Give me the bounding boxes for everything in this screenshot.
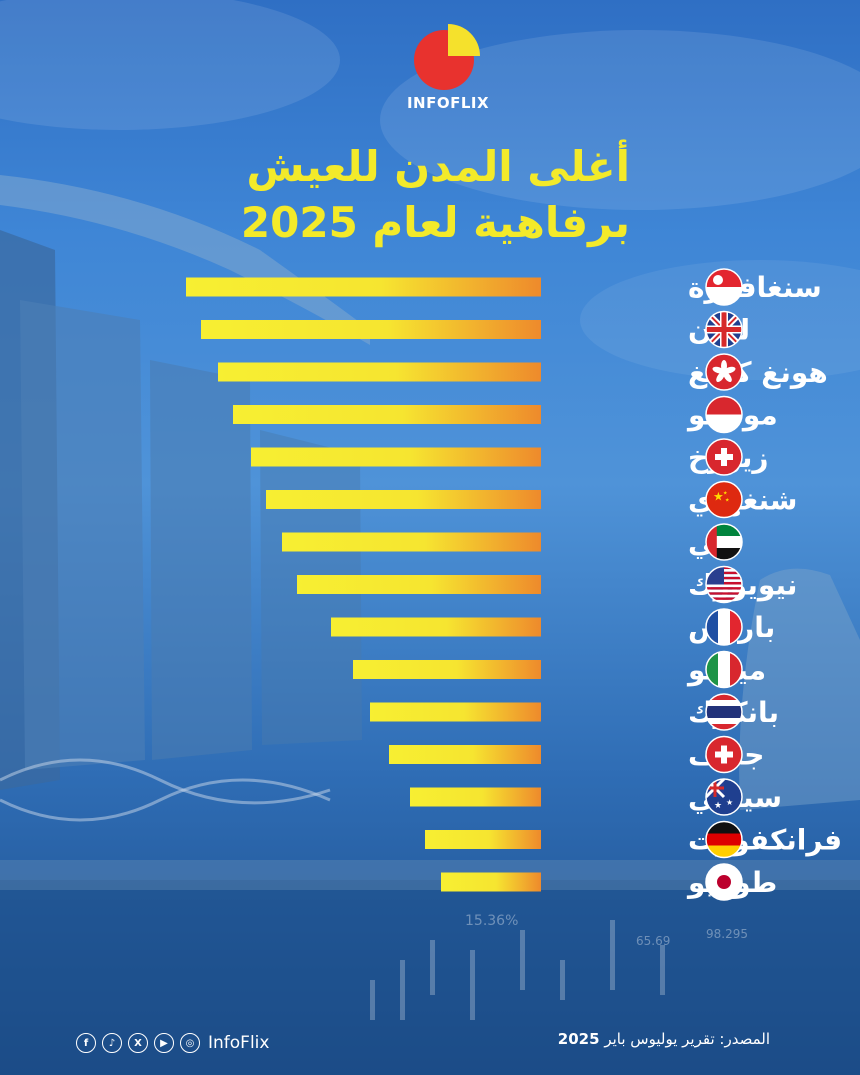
- bar: [410, 787, 541, 807]
- youtube-icon[interactable]: ▶: [154, 1033, 174, 1053]
- title-line-2: برفاهية لعام 2025: [240, 198, 630, 247]
- bar: [425, 830, 541, 849]
- social-links: f ♪ X ▶ ◎ InfoFlix: [76, 1030, 269, 1056]
- singapore-flag-icon: [705, 268, 743, 306]
- bar: [218, 362, 541, 382]
- bar: [297, 575, 541, 594]
- bar: [389, 745, 541, 764]
- hong-kong-flag-icon: [705, 353, 743, 391]
- svg-text:★: ★: [726, 798, 733, 807]
- background-label: 65.69: [636, 934, 670, 948]
- svg-text:★: ★: [723, 491, 728, 497]
- china-flag-icon: ★ ★★: [705, 480, 743, 519]
- bar: [266, 490, 541, 509]
- source-credit: المصدر: تقرير يوليوس باير 2025: [558, 1030, 770, 1056]
- title-line-1: أغلى المدن للعيش: [246, 142, 630, 191]
- bar: [251, 447, 541, 467]
- tiktok-icon[interactable]: ♪: [102, 1033, 122, 1053]
- facebook-icon[interactable]: f: [76, 1033, 96, 1053]
- instagram-icon[interactable]: ◎: [180, 1033, 200, 1053]
- bar: [201, 320, 541, 339]
- monaco-flag-icon: [705, 395, 743, 434]
- bar: [233, 405, 541, 424]
- svg-text:★: ★: [725, 498, 730, 504]
- japan-flag-icon: [705, 863, 743, 901]
- bar: [186, 277, 541, 297]
- italy-flag-icon: [705, 650, 743, 689]
- uae-flag-icon: [705, 523, 743, 561]
- bar: [370, 702, 541, 722]
- switzerland-flag-icon: [705, 735, 743, 774]
- svg-text:★: ★: [714, 801, 722, 811]
- background-label: 98.295: [706, 927, 748, 941]
- australia-flag-icon: ★★: [705, 778, 743, 816]
- x-icon[interactable]: X: [128, 1033, 148, 1053]
- brand-logo: INFOFLIX: [402, 20, 494, 120]
- brand-name: INFOFLIX: [406, 94, 490, 112]
- source-year: 2025: [557, 1030, 600, 1048]
- thailand-flag-icon: [705, 693, 743, 731]
- france-flag-icon: [705, 608, 743, 646]
- background-label: 15.36%: [465, 913, 518, 929]
- bar: [282, 532, 541, 552]
- source-label: المصدر: تقرير يوليوس باير: [604, 1030, 770, 1048]
- svg-text:★: ★: [713, 490, 724, 504]
- switzerland-flag-icon: [705, 438, 743, 476]
- bar: [353, 660, 541, 679]
- usa-flag-icon: [705, 565, 743, 604]
- social-handle: InfoFlix: [208, 1033, 270, 1053]
- uk-flag-icon: [705, 310, 743, 349]
- bar: [331, 617, 541, 637]
- germany-flag-icon: [705, 820, 743, 859]
- bar: [441, 872, 541, 892]
- pie-logo-icon: [414, 24, 480, 90]
